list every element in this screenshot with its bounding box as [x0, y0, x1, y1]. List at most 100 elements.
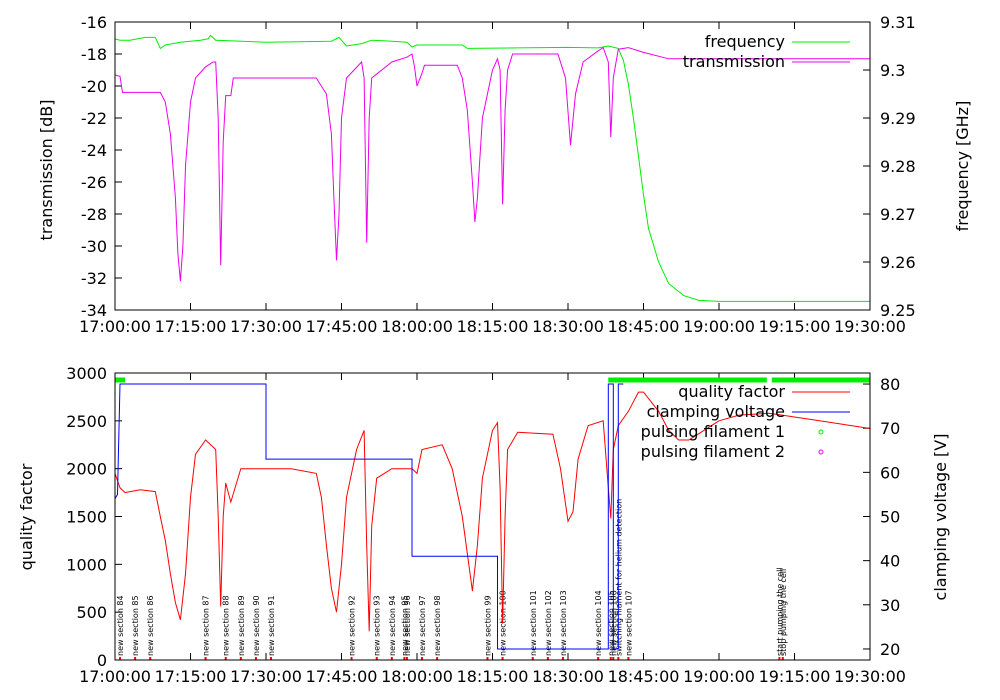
legend-label: quality factor: [678, 382, 785, 401]
x-tick-label: 18:00:00: [381, 317, 453, 336]
x-tick-label: 17:45:00: [306, 317, 378, 336]
y-tick-label: 500: [76, 603, 107, 622]
y-tick-label: -16: [81, 13, 107, 32]
annotation-label: new section 91: [267, 595, 276, 656]
annotation-label: new section 86: [146, 595, 155, 656]
x-tick-label: 19:15:00: [759, 317, 831, 336]
annotation-label: stop pumping the cell: [779, 569, 788, 656]
annotation-label: new section 95: [400, 595, 409, 656]
y-tick-label: 2500: [66, 412, 107, 431]
bottom-y2label: clamping voltage [V]: [931, 434, 950, 601]
y-tick-label: -22: [81, 109, 107, 128]
x-tick-label: 18:00:00: [381, 667, 453, 686]
annotation-label: new section 96: [403, 595, 412, 656]
x-tick-label: 18:15:00: [457, 667, 529, 686]
y2-tick-label: 9.29: [880, 109, 916, 128]
y-tick-label: -34: [81, 301, 107, 320]
annotation-label: new section 84: [116, 595, 125, 656]
legend-label: transmission: [683, 52, 785, 71]
y-tick-label: 1000: [66, 555, 107, 574]
annotation-label: new section 88: [222, 595, 231, 656]
annotation-label: new section 103: [559, 590, 568, 656]
x-tick-label: 19:00:00: [683, 317, 755, 336]
y2-tick-label: 60: [880, 463, 900, 482]
annotation-label: new section 97: [418, 595, 427, 656]
annotation-label: new section 89: [237, 595, 246, 656]
x-tick-label: 19:30:00: [834, 667, 906, 686]
x-tick-label: 18:30:00: [532, 317, 604, 336]
series-frequency-line: [115, 34, 870, 302]
y-tick-label: 3000: [66, 364, 107, 383]
legend-swatch: [818, 449, 824, 455]
bottom-ylabel: quality factor: [17, 463, 36, 570]
y2-tick-label: 9.25: [880, 301, 916, 320]
y-tick-label: -26: [81, 173, 107, 192]
y2-tick-label: 20: [880, 640, 900, 659]
y-tick-label: -30: [81, 237, 107, 256]
annotation-label: new section 87: [202, 595, 211, 656]
legend-swatch: [818, 429, 824, 435]
legend-label: pulsing filament 1: [641, 422, 785, 441]
annotation-label: new section 102: [544, 590, 553, 656]
x-tick-label: 17:30:00: [230, 317, 302, 336]
y2-tick-label: 9.31: [880, 13, 916, 32]
annotation-label: switching filament for helium detection: [614, 499, 623, 656]
series-clamping-voltage-line: [115, 383, 624, 650]
y-tick-label: -20: [81, 77, 107, 96]
y-tick-label: -28: [81, 205, 107, 224]
x-tick-label: 17:45:00: [306, 667, 378, 686]
y2-tick-label: 70: [880, 419, 900, 438]
annotation-label: new section 107: [624, 590, 633, 656]
y2-tick-label: 80: [880, 375, 900, 394]
top-series: [115, 34, 870, 302]
annotation-label: new section 94: [388, 595, 397, 656]
legend-label: frequency: [705, 32, 785, 51]
annotation-label: new section 101: [529, 590, 538, 656]
y-tick-label: -24: [81, 141, 107, 160]
top-y2label: frequency [GHz]: [953, 101, 972, 232]
annotation-label: new section 85: [131, 595, 140, 656]
annotation-label: new section 93: [373, 595, 382, 656]
y-tick-label: -32: [81, 269, 107, 288]
top-plot-frame: [114, 21, 871, 311]
x-tick-label: 17:00:00: [79, 317, 151, 336]
x-tick-label: 19:15:00: [759, 667, 831, 686]
y-tick-label: 2000: [66, 460, 107, 479]
x-tick-label: 18:15:00: [457, 317, 529, 336]
y-tick-label: 0: [97, 651, 107, 670]
bottom-tick-labels: 17:00:00 17:15:00 17:30:00 17:45:00 18:00:00…: [66, 364, 906, 686]
transmission-frequency-chart: 17:00:00 17:15:00 17:30:00 17:45:00 18:00:00…: [37, 13, 972, 336]
x-tick-label: 18:30:00: [532, 667, 604, 686]
top-ylabel: transmission [dB]: [37, 100, 56, 241]
y2-tick-label: 50: [880, 508, 900, 527]
y2-tick-label: 40: [880, 552, 900, 571]
bottom-annotations: new section 84 new section 85 new section …: [116, 499, 788, 660]
x-tick-label: 18:45:00: [608, 317, 680, 336]
series-quality-factor-line: [115, 391, 870, 632]
x-tick-label: 17:30:00: [230, 667, 302, 686]
quality-clamping-chart: new section 84 new section 85 new section …: [17, 364, 950, 686]
annotation-label: start pumping the cell: [775, 567, 784, 656]
annotation-label: new section 104: [594, 590, 603, 656]
legend-label: clamping voltage: [647, 402, 785, 421]
bottom-plot-frame: [114, 372, 871, 661]
x-tick-label: 19:00:00: [683, 667, 755, 686]
series-transmission-line: [115, 46, 870, 282]
annotation-label: new section 99: [483, 595, 492, 656]
x-tick-label: 17:15:00: [155, 317, 227, 336]
y2-tick-label: 30: [880, 596, 900, 615]
y2-tick-label: 9.26: [880, 253, 916, 272]
annotation-label: new section 105: [607, 590, 616, 656]
x-tick-label: 17:00:00: [79, 667, 151, 686]
bottom-series: [115, 377, 870, 650]
y-tick-label: 1500: [66, 508, 107, 527]
annotation-label: new section 92: [348, 595, 357, 656]
y2-tick-label: 9.3: [880, 61, 905, 80]
y-tick-label: -18: [81, 45, 107, 64]
y2-tick-label: 9.28: [880, 157, 916, 176]
x-tick-label: 18:45:00: [608, 667, 680, 686]
top-tick-labels: 17:00:00 17:15:00 17:30:00 17:45:00 18:00:00…: [79, 13, 916, 336]
